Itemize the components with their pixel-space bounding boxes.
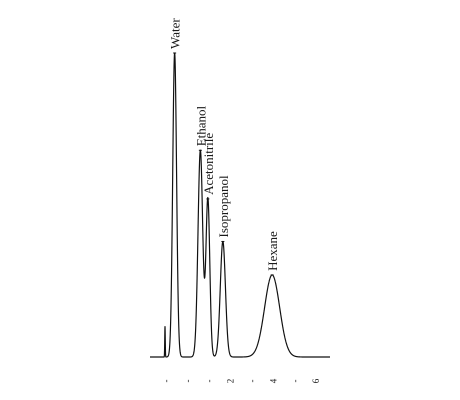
chromatogram-trace [149,52,331,358]
tick-label: 6 [311,378,321,383]
peak-label-isopropanol: Isopropanol [216,175,231,237]
peak-label-ethanol: Ethanol [193,105,208,146]
peak-label-hexane: Hexane [265,231,280,271]
peak-label-water: Water [168,18,183,49]
tick-label: 4 [268,378,278,383]
tick-label: - [183,380,193,383]
peak-label-acetonitrile: Acetonitrile [201,133,216,195]
tick-label: - [204,380,214,383]
tick-label: - [161,380,171,383]
tick-label: - [247,380,257,383]
time-axis-ticks: - - - 2 - 4 - 6 [161,378,321,383]
tick-label: - [290,380,300,383]
tick-label: 2 [225,379,235,384]
